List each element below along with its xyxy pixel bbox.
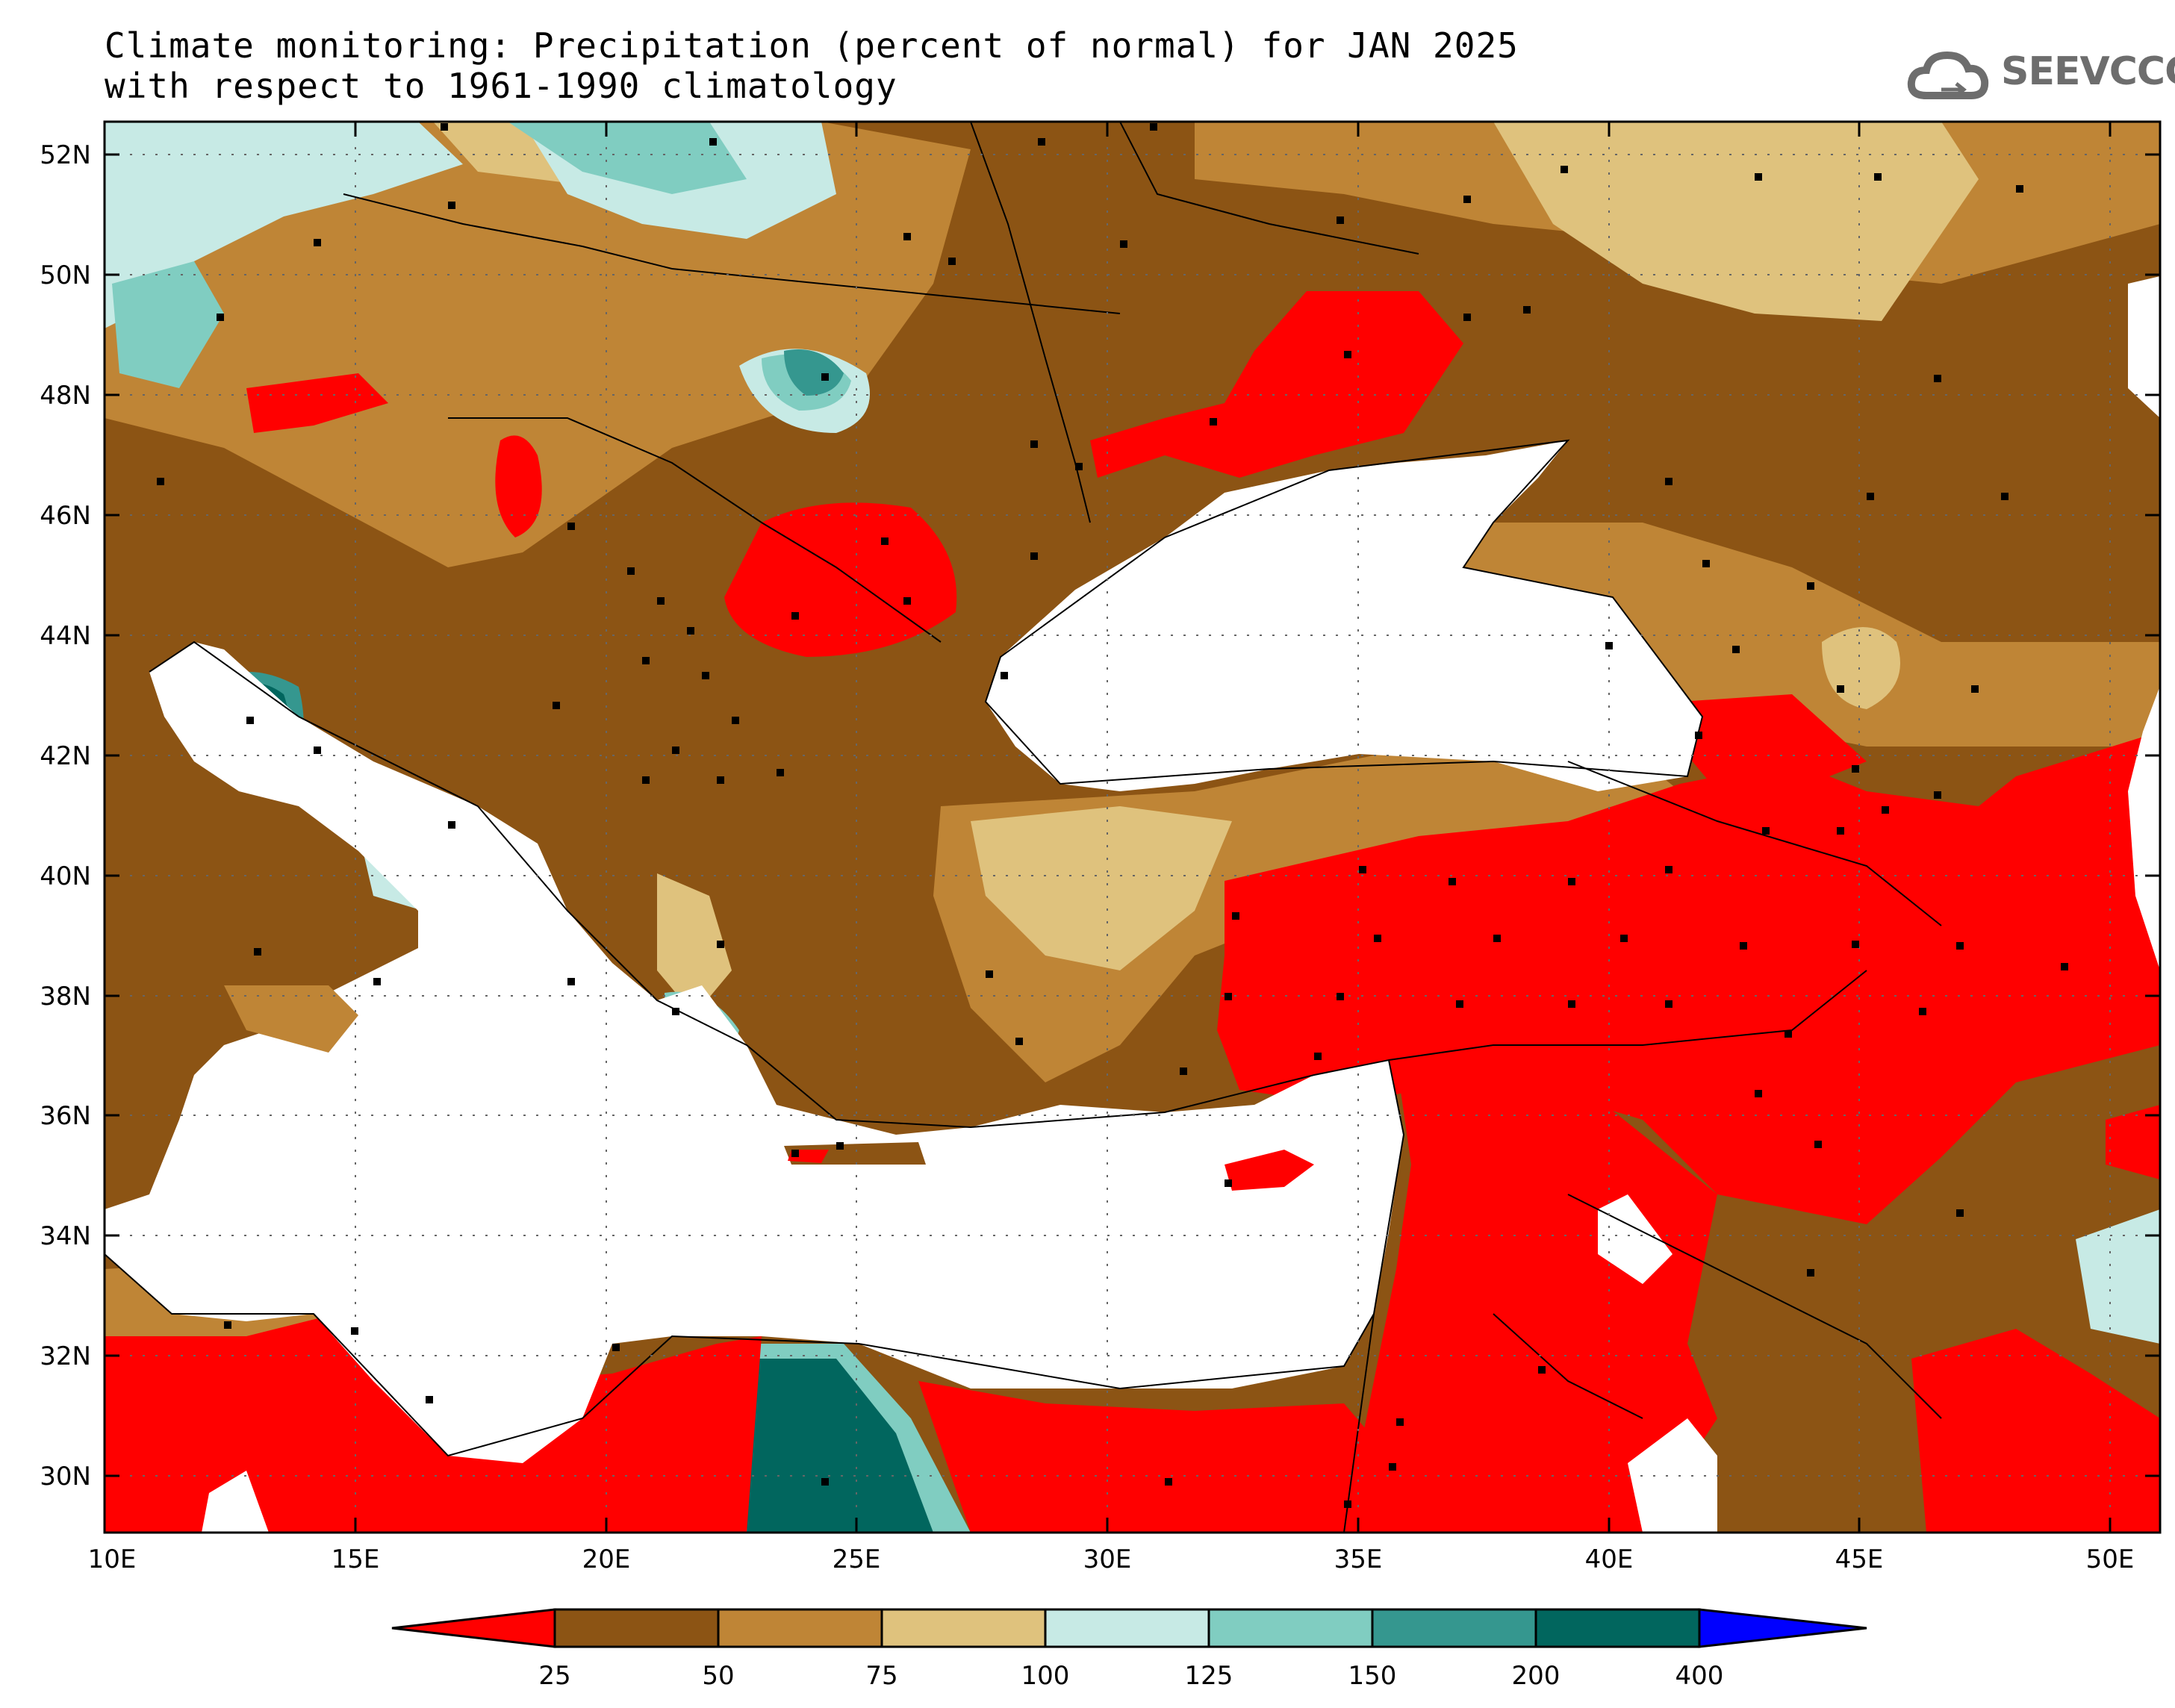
map-frame <box>103 120 2162 1534</box>
legend-tick-200: 200 <box>1512 1661 1561 1691</box>
zone-below-25-hungary <box>495 435 542 537</box>
lon-label-20e: 20E <box>582 1545 631 1574</box>
no-data-libya <box>202 1471 269 1533</box>
lon-label-40e: 40E <box>1585 1545 1634 1574</box>
logo-text: SEEVCCC <box>2001 49 2175 94</box>
zone-200-400-libya <box>747 1359 933 1533</box>
zone-below-25-caspian <box>2106 1105 2160 1179</box>
caspian-sea <box>2128 685 2160 970</box>
lat-label-42n: 42N <box>40 741 91 771</box>
station-markers <box>157 123 2068 1508</box>
zone-75-100-west-turkey <box>971 806 1232 970</box>
no-data-saudi <box>1628 1418 1717 1533</box>
legend-swatch-75-100 <box>880 1608 1047 1648</box>
lat-labels: 30N 32N 34N 36N 38N 40N 42N 44N 46N 48N … <box>40 140 91 1492</box>
zone-below-25-romania <box>724 502 957 657</box>
no-data-east <box>2128 276 2160 418</box>
zone-below-25-ukraine <box>1090 291 1463 478</box>
zone-125-150-north <box>508 122 747 194</box>
lat-label-38n: 38N <box>40 982 91 1012</box>
lon-label-30e: 30E <box>1083 1545 1132 1574</box>
zone-125-150-france <box>112 261 224 388</box>
lat-label-34n: 34N <box>40 1221 91 1251</box>
lon-ticks <box>354 122 2112 1533</box>
lat-label-46n: 46N <box>40 501 91 531</box>
color-legend <box>391 1608 1867 1648</box>
lat-label-52n: 52N <box>40 140 91 170</box>
lat-label-44n: 44N <box>40 621 91 651</box>
zone-150-200-tatra <box>784 349 844 396</box>
legend-tick-25: 25 <box>538 1661 570 1691</box>
legend-swatch-above-400 <box>1698 1608 1867 1648</box>
black-sea <box>986 440 1702 791</box>
zone-below-25-egypt <box>918 1381 1389 1533</box>
legend-swatch-100-125 <box>1044 1608 1210 1648</box>
lon-label-25e: 25E <box>833 1545 881 1574</box>
cloud-icon <box>1907 51 1989 99</box>
lon-label-50e: 50E <box>2086 1545 2135 1574</box>
map-title-line-2: with respect to 1961-1990 climatology <box>105 66 897 106</box>
legend-swatch-below-25 <box>391 1608 556 1648</box>
legend-tick-125: 125 <box>1185 1661 1233 1691</box>
zone-below-25-turkey-east <box>1217 732 2160 1224</box>
lat-label-30n: 30N <box>40 1462 91 1492</box>
lon-labels: 10E 15E 20E 25E 30E 35E 40E 45E 50E <box>88 1545 2135 1574</box>
lat-ticks <box>105 153 2160 1477</box>
mediterranean-sea <box>105 642 1404 1463</box>
legend-tick-100: 100 <box>1021 1661 1070 1691</box>
map-field <box>105 122 2160 1533</box>
lat-label-36n: 36N <box>40 1101 91 1131</box>
lon-label-45e: 45E <box>1835 1545 1884 1574</box>
lat-label-40n: 40N <box>40 861 91 891</box>
zone-below-25-austria <box>246 373 388 433</box>
legend-tick-150: 150 <box>1348 1661 1397 1691</box>
zone-75-100-russia <box>1493 122 1979 321</box>
zone-below-25-iran-south <box>1911 1329 2160 1533</box>
legend-swatch-25-50 <box>553 1608 720 1648</box>
lat-label-48n: 48N <box>40 381 91 411</box>
legend-swatch-50-75 <box>717 1608 883 1648</box>
zone-100-125-iran <box>2076 1209 2160 1344</box>
lon-label-10e: 10E <box>88 1545 137 1574</box>
sicily <box>224 985 358 1053</box>
lon-label-35e: 35E <box>1334 1545 1383 1574</box>
lat-label-32n: 32N <box>40 1341 91 1371</box>
lon-label-15e: 15E <box>332 1545 380 1574</box>
legend-tick-400: 400 <box>1675 1661 1724 1691</box>
legend-tick-75: 75 <box>865 1661 897 1691</box>
no-data-syria <box>1598 1194 1673 1284</box>
cyprus <box>1225 1150 1314 1191</box>
zone-100-125-germany <box>105 122 463 328</box>
legend-swatch-125-150 <box>1207 1608 1374 1648</box>
zone-below-25-georgia <box>1680 694 1867 791</box>
map-title-line-1: Climate monitoring: Precipitation (perce… <box>105 25 1519 66</box>
legend-labels: 25 50 75 100 125 150 200 400 <box>538 1661 1723 1691</box>
legend-tick-50: 50 <box>702 1661 734 1691</box>
zone-50-75-east <box>1456 523 2160 747</box>
lat-label-50n: 50N <box>40 261 91 290</box>
zone-75-100-greece <box>657 873 732 1015</box>
legend-swatch-150-200 <box>1371 1608 1537 1648</box>
legend-swatch-200-400 <box>1534 1608 1701 1648</box>
